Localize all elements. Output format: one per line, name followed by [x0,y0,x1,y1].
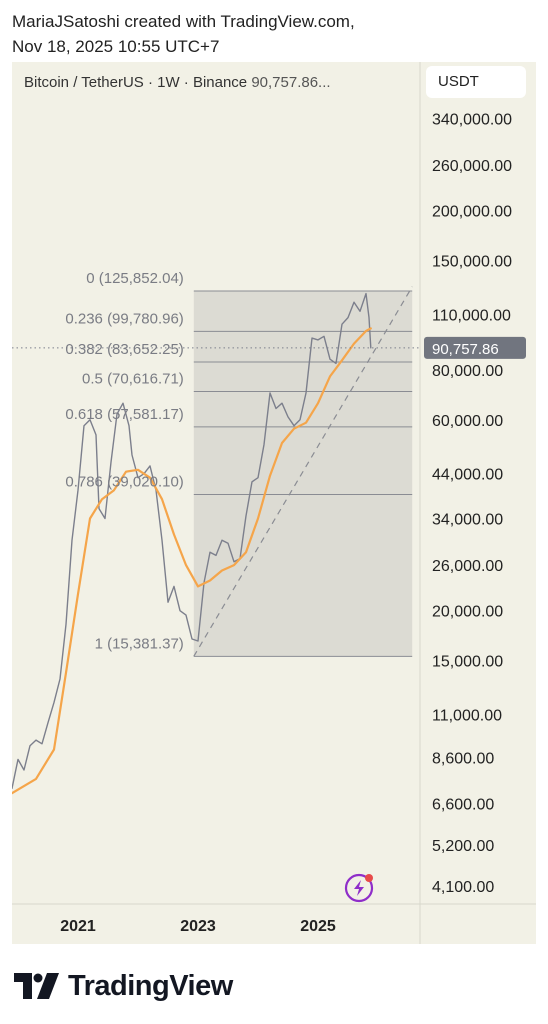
timestamp-line: Nov 18, 2025 10:55 UTC+7 [12,37,220,56]
legend-price: 90,757.86... [251,74,331,91]
fib-level-label: 0.236 (99,780.96) [65,310,183,327]
lightning-bolt-glyph [354,880,364,896]
y-tick-label: 110,000.00 [432,307,511,324]
fib-level-label: 0.786 (39,020.10) [65,474,183,491]
y-tick-label: 6,600.00 [432,796,494,813]
price-chart[interactable]: 90,757.86 0 (125,852.04) 0.236 (99,780.96)… [12,62,536,944]
fib-level-label: 0.5 (70,616.71) [82,370,184,387]
fib-level-label: 1 (15,381.37) [95,635,184,652]
current-price-badge [424,336,526,359]
fib-level-label: 0 (125,852.04) [86,270,184,287]
tradingview-wordmark: TradingView [68,969,233,1002]
y-tick-label: 34,000.00 [432,511,503,528]
currency-unit-button[interactable]: USDT [426,66,526,98]
y-tick-label: 11,000.00 [432,708,502,725]
y-tick-label: 340,000.00 [432,111,512,128]
symbol-legend: Bitcoin / TetherUS · 1W · Binance 90,757… [24,74,331,91]
y-tick-label: 150,000.00 [432,254,512,271]
fib-level-label: 0.618 (57,581.17) [65,406,183,423]
chart-panel[interactable]: 90,757.86 0 (125,852.04) 0.236 (99,780.96)… [12,62,536,944]
author-line: MariaJSatoshi created with TradingView.c… [12,12,355,31]
y-tick-label: 4,100.00 [432,879,494,896]
moving-average-line [12,327,372,795]
y-tick-label: 260,000.00 [432,158,512,175]
x-tick-label: 2021 [60,918,96,935]
y-tick-label: 60,000.00 [432,413,503,430]
current-price-label: 90,757.86 [432,341,499,358]
y-tick-label: 200,000.00 [432,204,512,221]
price-series-line [12,292,372,789]
x-tick-label: 2025 [300,918,336,935]
lightning-icon [344,873,374,903]
y-tick-label: 8,600.00 [432,750,494,767]
symbol-label: Bitcoin / TetherUS · 1W · Binance [24,74,248,91]
y-tick-label: 80,000.00 [432,363,503,380]
tradingview-footer[interactable]: TradingView [14,966,233,1006]
y-tick-label: 15,000.00 [432,654,503,671]
notification-dot [365,874,373,882]
y-tick-label: 20,000.00 [432,604,503,621]
dashed-trendline [193,286,413,657]
y-tick-label: 5,200.00 [432,838,494,855]
fib-retracement-zone [193,291,413,657]
tradingview-logo-icon [14,973,59,999]
x-tick-label: 2023 [180,918,216,935]
y-tick-label: 26,000.00 [432,558,503,575]
y-tick-label: 44,000.00 [432,467,503,484]
fib-level-label: 0.382 (83,652.25) [65,341,183,358]
